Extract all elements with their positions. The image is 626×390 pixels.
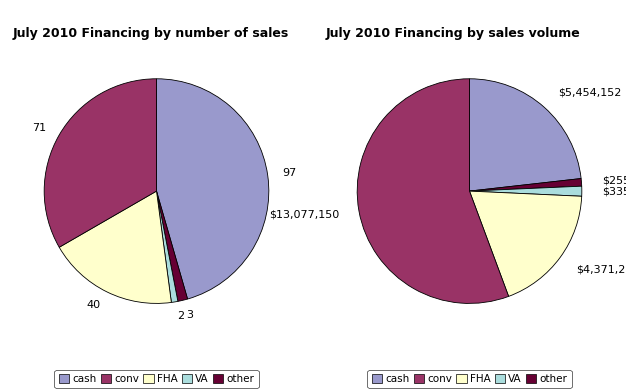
Text: $335,900: $335,900 (602, 186, 626, 196)
Wedge shape (156, 191, 178, 302)
Legend: cash, conv, FHA, VA, other: cash, conv, FHA, VA, other (54, 370, 259, 388)
Text: 2: 2 (177, 311, 184, 321)
Text: July 2010 Financing by number of sales: July 2010 Financing by number of sales (13, 27, 289, 40)
Wedge shape (156, 191, 188, 301)
Legend: cash, conv, FHA, VA, other: cash, conv, FHA, VA, other (367, 370, 572, 388)
Text: $255,400: $255,400 (602, 176, 626, 186)
Text: 97: 97 (282, 168, 297, 178)
Wedge shape (357, 79, 508, 303)
Wedge shape (470, 179, 582, 191)
Text: $13,077,150: $13,077,150 (269, 209, 339, 220)
Wedge shape (470, 191, 582, 296)
Wedge shape (470, 79, 581, 191)
Wedge shape (59, 191, 172, 303)
Wedge shape (156, 79, 269, 299)
Wedge shape (470, 186, 582, 196)
Wedge shape (44, 79, 156, 247)
Text: $5,454,152: $5,454,152 (558, 87, 621, 97)
Text: July 2010 Financing by sales volume: July 2010 Financing by sales volume (326, 27, 580, 40)
Text: 40: 40 (86, 300, 100, 310)
Text: 3: 3 (186, 310, 193, 319)
Text: 71: 71 (33, 122, 46, 133)
Text: $4,371,200: $4,371,200 (577, 264, 626, 274)
